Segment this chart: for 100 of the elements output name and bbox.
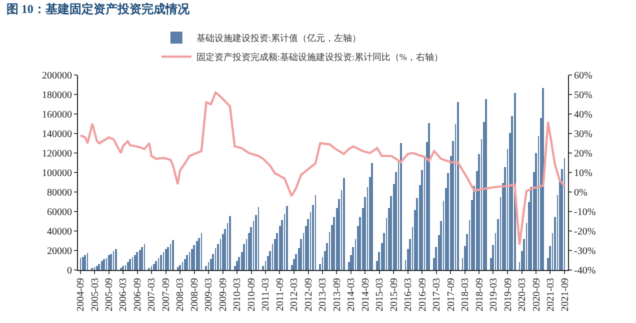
bar [236,261,238,270]
y2-tick-label: 20% [574,148,592,160]
bar [205,266,207,270]
bar [153,264,155,270]
bar [139,250,141,270]
x-tick-label: 2021-03 [545,278,556,312]
bar [191,249,193,270]
y-tick-label: 40000 [47,226,72,238]
x-tick-label: 2014-03 [346,278,358,312]
bar [457,102,459,270]
bar [343,178,345,270]
y2-tick-label: -20% [574,226,596,238]
bar [160,255,162,270]
y-tick-label: 140000 [42,129,72,140]
y-tick-label: 200000 [42,70,72,82]
bar [167,247,169,270]
x-tick-label: 2012-09 [304,278,315,312]
legend-label: 基础设施建设投资:累计值（亿元，左轴） [196,33,361,44]
y-tick-label: 60000 [47,207,72,218]
y-tick-label: 120000 [42,148,72,160]
x-tick-label: 2018-03 [460,278,472,312]
y-tick-label: 0 [67,266,72,276]
y2-tick-label: 40% [574,110,592,120]
x-tick-label: 2016-09 [417,278,428,312]
bar [485,99,487,270]
bar [98,264,100,270]
bar [103,259,105,270]
bar [129,259,131,270]
x-tick-label: 2015-03 [374,278,386,312]
bar [136,252,138,270]
x-tick-label: 2004-09 [76,278,87,312]
x-tick-label: 2008-03 [175,278,186,312]
bar [84,255,86,270]
legend-label: 固定资产投资完成额:基础设施建设投资:累计同比（%，右轴） [196,52,443,62]
y2-tick-label: 50% [574,90,592,101]
x-tick-label: 2013-03 [318,278,329,312]
bar [400,143,402,270]
x-tick-label: 2006-09 [132,278,144,312]
bar [165,249,167,270]
y-tick-label: 20000 [47,246,72,257]
bar [428,123,430,270]
y2-tick-label: 10% [574,168,592,179]
y2-tick-label: 30% [574,129,592,140]
x-tick-label: 2020-09 [531,278,542,312]
x-tick-label: 2005-03 [90,278,101,312]
x-tick-label: 2005-09 [104,278,116,312]
bar [196,241,198,270]
y-tick-label: 160000 [42,110,72,120]
bar [127,262,129,270]
bar [542,88,544,270]
y2-tick-label: -10% [574,207,596,218]
x-tick-label: 2015-09 [388,278,400,312]
y2-tick-label: -40% [574,266,596,276]
x-tick-label: 2009-03 [204,278,215,312]
x-tick-label: 2018-09 [474,278,486,312]
bar [229,216,231,270]
x-tick-label: 2019-03 [488,278,500,312]
x-tick-label: 2011-03 [260,278,272,311]
y-tick-label: 180000 [42,90,72,101]
x-tick-label: 2017-09 [446,278,457,312]
x-tick-label: 2008-09 [190,278,201,312]
x-tick-label: 2017-03 [432,278,443,312]
bar [371,163,373,270]
bar [155,261,157,270]
x-tick-label: 2013-09 [332,278,343,312]
x-tick-label: 2007-09 [161,278,172,312]
y2-tick-label: 0% [574,188,588,198]
x-tick-label: 2009-09 [218,278,230,312]
x-tick-label: 2019-09 [502,278,514,312]
bar [134,255,136,270]
x-tick-label: 2011-09 [274,278,286,311]
bar [193,245,195,270]
bar [179,265,181,270]
bar [122,266,124,270]
bar [101,261,103,270]
y2-tick-label: -30% [574,246,596,257]
bar [172,240,174,270]
x-tick-label: 2012-03 [289,278,300,312]
bar [186,255,188,270]
x-tick-label: 2006-03 [118,278,130,312]
x-tick-label: 2010-09 [246,278,258,312]
bar [141,247,143,270]
x-tick-label: 2016-03 [403,278,414,312]
y-tick-label: 80000 [47,188,72,198]
bar [96,266,98,270]
bar [82,257,84,270]
line-series [79,91,566,246]
y-tick-label: 100000 [42,168,72,179]
bar [108,255,110,270]
bar [286,206,288,270]
x-tick-label: 2007-03 [146,278,158,312]
x-tick-label: 2010-03 [232,278,244,312]
x-tick-label: 2021-09 [560,278,571,312]
x-tick-label: 2014-09 [360,278,372,312]
bar [184,259,186,270]
chart-title: 图 10：基建固定资产投资完成情况 [6,2,190,16]
bar [110,254,112,270]
bar [177,267,179,270]
y2-tick-label: 60% [574,70,592,82]
x-tick-label: 2020-03 [517,278,528,312]
